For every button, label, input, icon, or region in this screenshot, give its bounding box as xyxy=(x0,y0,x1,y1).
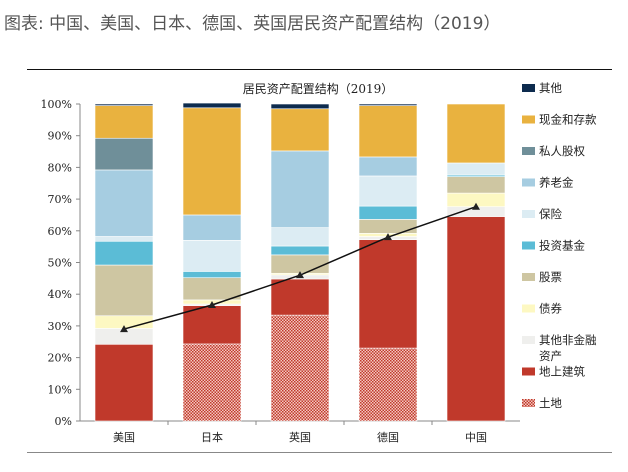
legend-swatch xyxy=(522,115,535,124)
legend-label: 私人股权 xyxy=(539,144,585,158)
legend-swatch xyxy=(522,273,535,281)
bar-segment-6-0 xyxy=(94,236,154,242)
bar-segment-5-3 xyxy=(358,205,418,220)
legend-label: 其他非金融 xyxy=(539,333,597,347)
legend-swatch xyxy=(522,336,535,344)
y-tick-label: 100% xyxy=(41,98,72,111)
bar-segment-9-4 xyxy=(446,103,506,164)
y-tick-label: 50% xyxy=(48,257,72,270)
bar-segment-9-2 xyxy=(270,108,330,152)
bar-segment-10-3 xyxy=(358,103,418,106)
bar-segment-9-1 xyxy=(182,107,242,216)
bar-segment-1-4 xyxy=(446,216,506,422)
y-tick-label: 70% xyxy=(48,193,72,206)
bar-segment-10-1 xyxy=(182,102,242,109)
x-tick-label: 中国 xyxy=(465,431,487,444)
y-tick-label: 10% xyxy=(48,383,72,396)
legend-swatch xyxy=(522,84,535,92)
legend-swatch xyxy=(522,147,535,155)
bar-segment-6-2 xyxy=(270,227,330,247)
bar-segment-0-2 xyxy=(270,314,330,422)
bar-segment-4-0 xyxy=(94,264,154,317)
bar-segment-0-1 xyxy=(182,343,242,422)
y-tick-label: 60% xyxy=(48,225,72,238)
chart-title: 居民资产配置结构（2019） xyxy=(243,81,394,96)
y-tick-label: 40% xyxy=(48,288,72,301)
bar-segment-4-2 xyxy=(270,254,330,274)
x-tick-label: 德国 xyxy=(377,430,399,444)
y-tick-label: 90% xyxy=(48,130,72,143)
legend-swatch xyxy=(522,399,535,407)
legend-label: 地上建筑 xyxy=(539,365,585,379)
legend-label: 养老金 xyxy=(539,176,574,190)
legend-swatch xyxy=(522,241,535,250)
bar-segment-7-1 xyxy=(182,214,242,241)
bar-segment-5-1 xyxy=(182,271,242,279)
legend-swatch xyxy=(522,178,535,187)
bar-segment-0-3 xyxy=(358,347,418,422)
line-marker xyxy=(208,300,216,308)
bar-segment-4-1 xyxy=(182,277,242,301)
bar-segment-9-0 xyxy=(94,105,154,139)
legend-label: 债券 xyxy=(539,302,562,316)
bar-segment-10-2 xyxy=(270,103,330,110)
legend-label: 其他 xyxy=(539,81,562,95)
y-tick-label: 80% xyxy=(48,161,72,174)
bar-segment-1-2 xyxy=(270,278,330,316)
bar-segment-1-3 xyxy=(358,239,418,349)
legend-label: 股票 xyxy=(539,270,562,284)
line-marker xyxy=(384,233,392,241)
legend-swatch xyxy=(522,210,535,218)
legend-label: 投资基金 xyxy=(539,239,585,253)
bar-segment-5-2 xyxy=(270,245,330,256)
bar-segment-9-3 xyxy=(358,105,418,158)
bar-segment-6-4 xyxy=(446,162,506,176)
y-tick-label: 20% xyxy=(48,352,72,365)
bar-segment-6-1 xyxy=(182,240,242,272)
legend-swatch xyxy=(522,367,535,376)
bar-segment-10-0 xyxy=(94,103,154,106)
figure-title: 图表: 中国、美国、日本、德国、英国居民资产配置结构（2019） xyxy=(4,14,501,34)
bottom-rule xyxy=(27,452,612,453)
legend-label: 土地 xyxy=(539,396,562,410)
y-tick-label: 30% xyxy=(48,320,72,333)
x-tick-label: 美国 xyxy=(113,431,135,444)
legend-swatch xyxy=(522,304,535,313)
x-tick-label: 日本 xyxy=(201,430,223,444)
bar-segment-1-0 xyxy=(94,343,154,422)
bar-segment-7-2 xyxy=(270,150,330,228)
line-marker xyxy=(296,271,304,279)
bar-segment-7-3 xyxy=(358,156,418,177)
top-rule xyxy=(27,69,612,70)
x-tick-label: 英国 xyxy=(289,430,311,444)
legend-label: 现金和存款 xyxy=(539,113,597,127)
bar-segment-4-4 xyxy=(446,176,506,194)
bar-segment-1-1 xyxy=(182,305,242,345)
bar-segment-8-0 xyxy=(94,137,154,171)
legend-label: 保险 xyxy=(539,207,562,221)
bar-segment-4-3 xyxy=(358,219,418,234)
bar-segment-5-0 xyxy=(94,240,154,266)
bar-segment-6-3 xyxy=(358,175,418,207)
legend-label: 资产 xyxy=(539,349,562,363)
bar-segment-7-0 xyxy=(94,169,154,237)
y-tick-label: 0% xyxy=(55,415,72,428)
line-marker xyxy=(120,325,128,333)
line-marker xyxy=(472,202,480,210)
